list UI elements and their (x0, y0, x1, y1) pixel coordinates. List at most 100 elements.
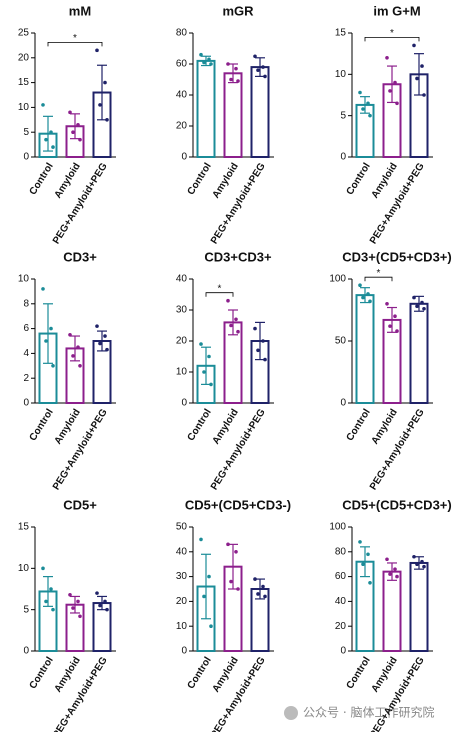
x-tick-label: Control (186, 407, 214, 443)
chart-title: CD5+(CD5+CD3+) (342, 497, 451, 512)
data-point (95, 324, 99, 328)
data-point (385, 302, 389, 306)
chart-title: CD5+(CD5+CD3-) (185, 497, 291, 512)
x-tick-label: Amyloid (53, 655, 83, 694)
y-tick-label: 40 (176, 274, 188, 285)
data-point (44, 137, 48, 142)
data-point (236, 587, 240, 591)
data-point (368, 299, 372, 304)
data-point (420, 300, 424, 305)
data-point (395, 329, 399, 333)
y-tick-label: 20 (176, 596, 188, 607)
data-point (368, 581, 372, 585)
y-tick-label: 4 (23, 348, 29, 359)
data-point (76, 122, 80, 127)
data-point (412, 554, 416, 559)
data-point (393, 80, 397, 85)
data-point (253, 577, 257, 581)
y-tick-label: 50 (176, 522, 188, 533)
x-tick-label: Control (345, 161, 373, 197)
y-tick-label: 10 (18, 563, 30, 574)
y-tick-label: 40 (335, 596, 347, 607)
panel: CD3+(CD5+CD3+) 0 50 100 ControlAmyloidPEG+Am… (329, 249, 451, 492)
y-tick-label: 0 (340, 152, 346, 163)
data-point (103, 334, 107, 338)
data-point (41, 566, 45, 571)
data-point (385, 557, 389, 562)
x-tick-label: Amyloid (211, 161, 241, 200)
bar (409, 302, 429, 404)
significance-bracket (47, 41, 103, 47)
data-point (199, 537, 203, 542)
data-point (105, 347, 109, 352)
x-tick-label: Amyloid (370, 161, 400, 200)
y-tick-label: 5 (23, 127, 29, 138)
data-point (422, 93, 426, 97)
data-point (207, 57, 211, 62)
data-point (78, 614, 82, 619)
data-point (388, 572, 392, 576)
y-tick-label: 20 (176, 336, 188, 347)
bar (355, 294, 375, 404)
data-point (361, 107, 365, 111)
x-tick-label: Control (345, 655, 373, 691)
data-point (98, 103, 102, 107)
y-tick-label: 25 (18, 28, 30, 39)
data-point (412, 43, 416, 48)
chart-title: CD5+ (63, 497, 97, 512)
data-point (415, 562, 419, 566)
data-point (236, 79, 240, 83)
data-point (229, 77, 233, 82)
y-tick-label: 30 (176, 305, 188, 316)
data-point (358, 540, 362, 544)
data-point (71, 354, 75, 358)
data-point (103, 599, 107, 604)
bar (223, 72, 243, 158)
data-point (68, 110, 72, 115)
data-point (256, 592, 260, 596)
data-point (202, 594, 206, 599)
data-point (71, 606, 75, 610)
y-tick-label: 20 (335, 621, 347, 632)
data-point (393, 314, 397, 319)
data-point (234, 317, 238, 322)
data-point (256, 348, 260, 353)
y-tick-label: 40 (176, 546, 188, 557)
x-tick-label: Control (28, 407, 56, 443)
y-tick-label: 40 (176, 90, 188, 101)
bar (196, 59, 216, 158)
data-point (366, 552, 370, 557)
y-tick-label: 0 (181, 152, 187, 163)
significance-bracket (364, 276, 393, 282)
x-tick-label: PEG+Amyloid+PEG (209, 407, 268, 492)
data-point (51, 145, 55, 149)
x-tick-label: PEG+Amyloid+PEG (51, 407, 110, 492)
x-tick-label: PEG+Amyloid+PEG (209, 161, 268, 246)
data-point (420, 559, 424, 564)
data-point (202, 60, 206, 65)
y-tick-label: 0 (340, 646, 346, 657)
x-tick-label: Amyloid (211, 655, 241, 694)
y-tick-label: 6 (23, 323, 29, 334)
y-tick-label: 100 (329, 522, 346, 533)
data-point (234, 66, 238, 71)
data-point (98, 603, 102, 608)
panel: CD5+(CD5+CD3-)01020304050ControlAmyloidP… (176, 497, 291, 732)
data-point (199, 342, 203, 346)
data-point (95, 48, 99, 53)
y-tick-label: 10 (335, 69, 347, 80)
bar (382, 570, 402, 653)
panel: CD3+CD3+ 0 10 20 30 40 ControlAmyloidPEG+Amylo… (176, 249, 274, 492)
chart-title: im G+M (373, 3, 420, 18)
y-tick-label: 100 (329, 274, 346, 285)
x-tick-label: PEG+Amyloid+PEG (368, 407, 427, 492)
data-point (226, 298, 230, 303)
data-point (51, 607, 55, 612)
data-point (71, 130, 75, 134)
data-point (95, 591, 99, 595)
data-point (207, 574, 211, 579)
data-point (422, 564, 426, 569)
y-tick-label: 60 (176, 59, 188, 70)
y-tick-label: 0 (23, 398, 29, 409)
